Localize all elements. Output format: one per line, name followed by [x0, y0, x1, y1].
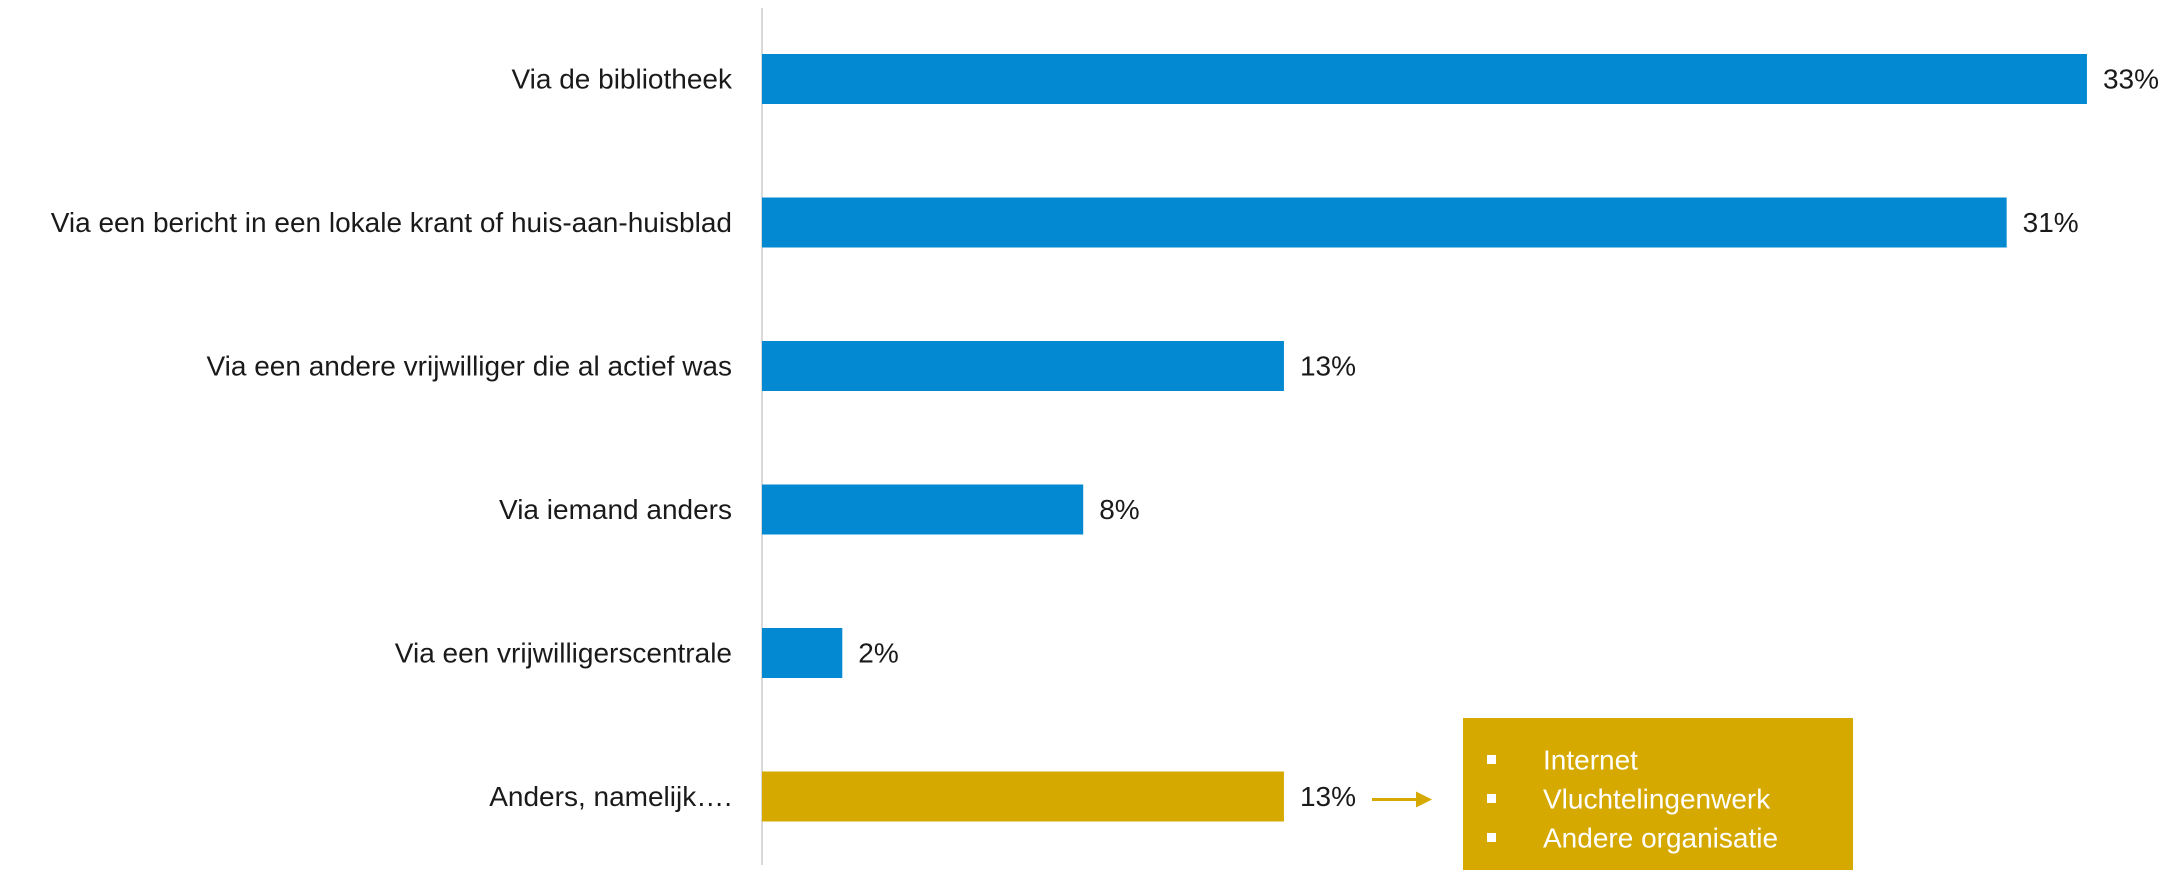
annotation-item: Vluchtelingenwerk — [1543, 784, 1771, 815]
bar — [762, 54, 2087, 104]
bar — [762, 628, 843, 678]
annotation-item: Internet — [1543, 745, 1638, 776]
category-label: Via een bericht in een lokale krant of h… — [51, 207, 732, 238]
bar — [762, 341, 1284, 391]
category-label: Via een andere vrijwilliger die al actie… — [206, 351, 732, 382]
bullet-icon — [1487, 833, 1496, 842]
bullet-icon — [1487, 794, 1496, 803]
value-label: 31% — [2023, 207, 2079, 238]
bar — [762, 484, 1084, 535]
annotation-group: Internet Vluchtelingenwerk Andere organisa… — [1372, 718, 1853, 870]
category-label: Via een vrijwilligerscentrale — [395, 638, 732, 669]
category-label: Via iemand anders — [499, 494, 732, 525]
arrow-head-icon — [1416, 791, 1432, 808]
value-label: 8% — [1099, 494, 1139, 525]
category-label: Via de bibliotheek — [511, 64, 733, 95]
annotation-box — [1463, 718, 1853, 870]
bar — [762, 197, 2007, 248]
value-label: 33% — [2103, 64, 2159, 95]
value-label: 2% — [858, 638, 898, 669]
bars-group: Via de bibliotheek 33% Via een bericht in … — [51, 54, 2159, 822]
category-label: Anders, namelijk…. — [489, 781, 732, 812]
value-label: 13% — [1300, 351, 1356, 382]
annotation-item: Andere organisatie — [1543, 823, 1778, 854]
value-label: 13% — [1300, 781, 1356, 812]
bar — [762, 771, 1284, 822]
bullet-icon — [1487, 755, 1496, 764]
